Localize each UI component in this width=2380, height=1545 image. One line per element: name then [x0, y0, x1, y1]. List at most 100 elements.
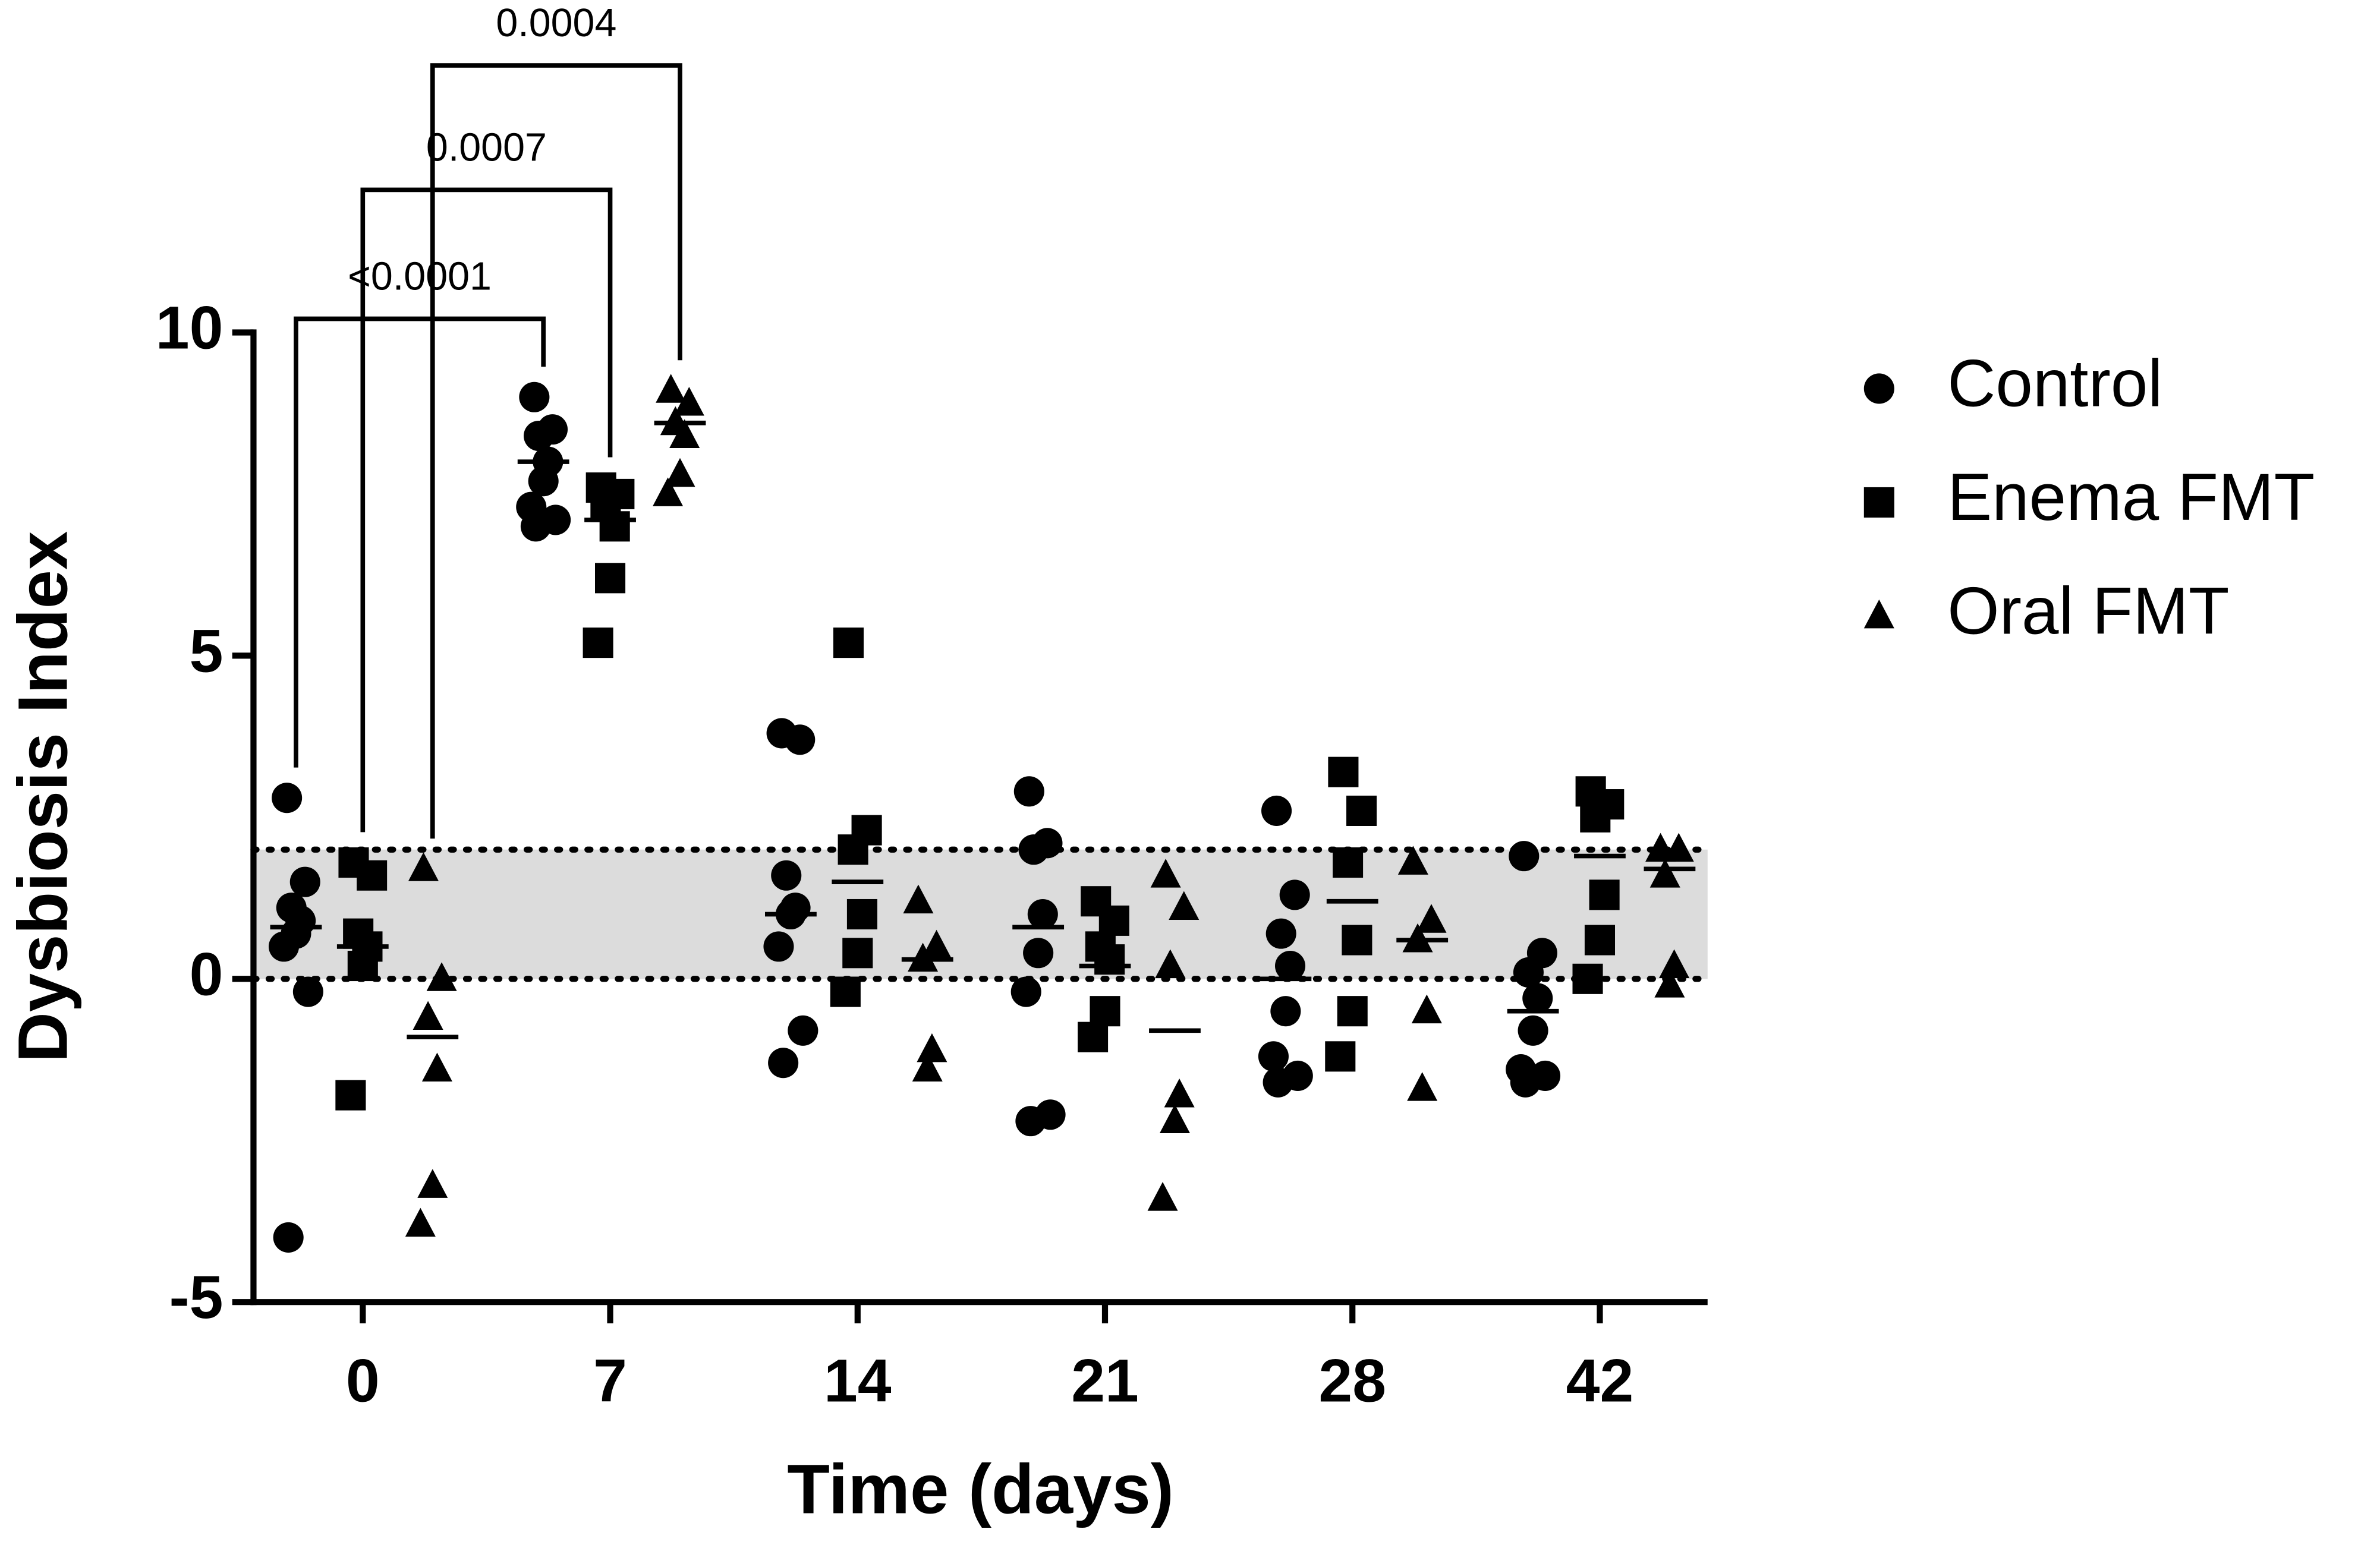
data-point: [917, 1033, 947, 1062]
data-point: [1098, 905, 1129, 936]
data-point: [1155, 949, 1186, 978]
x-axis-title: Time (days): [787, 1451, 1174, 1528]
data-point: [1013, 776, 1044, 807]
data-point: [335, 1080, 366, 1111]
data-point: [838, 834, 868, 865]
data-point: [1589, 879, 1620, 910]
data-point: [1328, 756, 1359, 787]
data-point: [1094, 944, 1125, 975]
data-point: [1863, 373, 1894, 404]
data-point: [357, 860, 388, 891]
data-point: [417, 1169, 448, 1198]
data-point: [289, 866, 320, 897]
data-point: [1659, 949, 1690, 978]
data-point: [426, 962, 457, 991]
data-point: [1279, 879, 1310, 910]
data-point: [1572, 963, 1603, 994]
legend-label: Enema FMT: [1947, 459, 2315, 534]
data-point: [1018, 834, 1049, 865]
data-point: [519, 381, 550, 412]
x-tick-label: 0: [346, 1347, 380, 1415]
data-point: [1863, 487, 1894, 518]
annotation: 0.0004: [496, 1, 616, 45]
x-tick-label: 7: [593, 1347, 627, 1415]
data-point: [268, 931, 300, 962]
data-point: [1010, 976, 1041, 1007]
data-point: [292, 976, 323, 1007]
data-point: [1263, 1067, 1293, 1098]
data-point: [1407, 1072, 1438, 1101]
data-point: [771, 860, 802, 891]
data-point: [1270, 996, 1301, 1027]
data-point: [1164, 1079, 1195, 1108]
data-point: [1169, 891, 1200, 920]
data-point: [846, 898, 877, 930]
data-point: [1411, 994, 1442, 1024]
significance-bracket: [360, 187, 613, 833]
data-point: [1027, 898, 1058, 930]
data-point: [273, 1222, 304, 1253]
data-point: [1346, 795, 1377, 826]
data-point: [903, 884, 934, 914]
data-point: [1416, 904, 1447, 933]
data-point: [1584, 925, 1615, 956]
data-point: [665, 458, 695, 487]
data-point: [523, 420, 555, 452]
data-point: [1023, 938, 1054, 969]
data-point: [1159, 1104, 1190, 1134]
y-tick-label: 0: [190, 940, 223, 1008]
reference-band: [253, 849, 1708, 979]
data-point: [763, 931, 794, 962]
data-point: [669, 419, 700, 448]
data-point: [1342, 925, 1372, 956]
data-point: [1275, 950, 1306, 982]
data-point: [528, 466, 559, 497]
data-point: [842, 938, 873, 969]
data-point: [1078, 1021, 1109, 1052]
data-point: [1663, 833, 1694, 862]
data-point: [1265, 918, 1296, 949]
data-point: [421, 1052, 452, 1082]
data-point: [1513, 957, 1544, 988]
data-point: [921, 929, 952, 959]
data-point: [1015, 1106, 1046, 1137]
annotation: 0.0007: [426, 126, 547, 170]
data-point: [1325, 1041, 1356, 1072]
data-point: [1509, 841, 1540, 872]
significance-bracket: [294, 316, 546, 768]
data-point: [1147, 1182, 1178, 1211]
data-point: [830, 976, 861, 1007]
data-point: [1090, 996, 1120, 1027]
data-point: [1333, 847, 1364, 878]
data-point: [405, 1207, 436, 1237]
data-point: [1654, 969, 1685, 998]
data-point: [599, 511, 630, 542]
data-point: [520, 511, 551, 542]
data-point: [1518, 1015, 1548, 1046]
data-point: [785, 724, 816, 755]
data-point: [1337, 996, 1368, 1027]
data-point: [583, 628, 613, 658]
data-point: [768, 1048, 799, 1079]
data-point: [653, 477, 684, 506]
y-axis-title: Dysbiosis Index: [4, 531, 82, 1062]
data-point: [656, 374, 687, 403]
y-tick-label: -5: [169, 1263, 223, 1331]
data-point: [408, 852, 439, 881]
data-point: [1397, 846, 1428, 875]
data-point: [788, 1015, 818, 1046]
y-tick-label: 5: [190, 617, 223, 685]
x-tick-label: 42: [1566, 1347, 1634, 1415]
x-tick-label: 28: [1318, 1347, 1386, 1415]
data-point: [1522, 983, 1553, 1014]
data-point: [833, 628, 864, 658]
significance-bracket: [430, 63, 682, 839]
data-point: [1580, 802, 1611, 833]
y-tick-label: 10: [156, 294, 223, 361]
x-tick-label: 14: [824, 1347, 892, 1415]
data-point: [272, 783, 303, 814]
data-point: [347, 950, 378, 982]
data-point: [1649, 859, 1680, 888]
legend-label: Oral FMT: [1947, 573, 2229, 648]
